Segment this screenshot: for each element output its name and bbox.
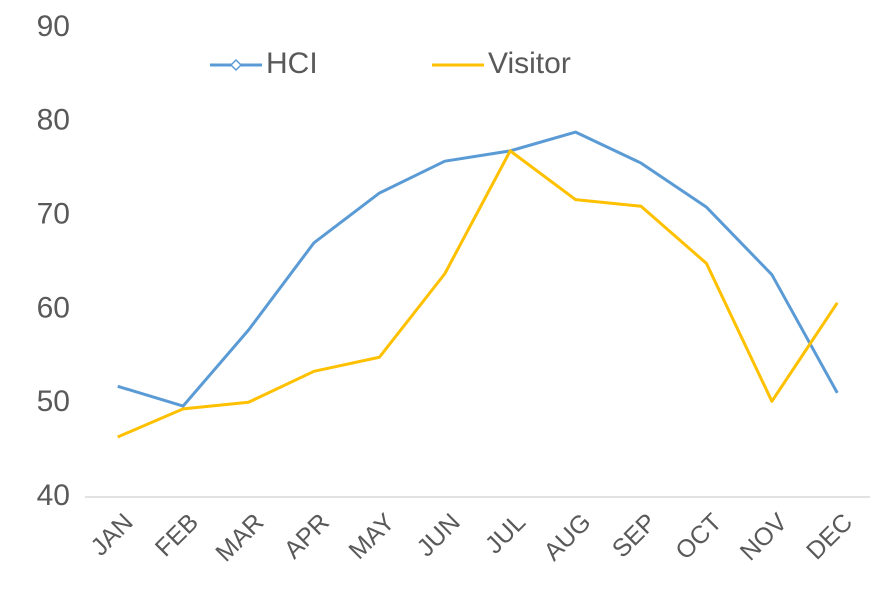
x-tick-label: JUN [412, 508, 466, 562]
x-tick-label: AUG [538, 508, 596, 566]
x-tick-label: OCT [670, 508, 727, 565]
x-tick-label: JAN [85, 508, 138, 561]
y-tick-label: 40 [37, 479, 70, 512]
legend-marker [229, 58, 243, 72]
y-tick-label: 50 [37, 385, 70, 418]
x-tick-label: JUL [480, 508, 531, 559]
y-tick-label: 90 [37, 10, 70, 43]
y-tick-label: 60 [37, 291, 70, 324]
x-tick-label: MAR [210, 508, 269, 567]
x-tick-label: DEC [801, 508, 858, 565]
x-tick-label: MAY [343, 508, 400, 565]
y-tick-label: 80 [37, 104, 70, 137]
line-series [117, 149, 839, 439]
line-series [117, 130, 839, 408]
legend-label: HCI [266, 47, 318, 80]
x-tick-label: FEB [150, 508, 204, 562]
x-tick-label: NOV [735, 508, 793, 566]
x-tick-label: APR [279, 508, 335, 564]
legend-label: Visitor [488, 47, 571, 80]
y-tick-label: 70 [37, 198, 70, 231]
x-tick-label: SEP [607, 508, 662, 563]
